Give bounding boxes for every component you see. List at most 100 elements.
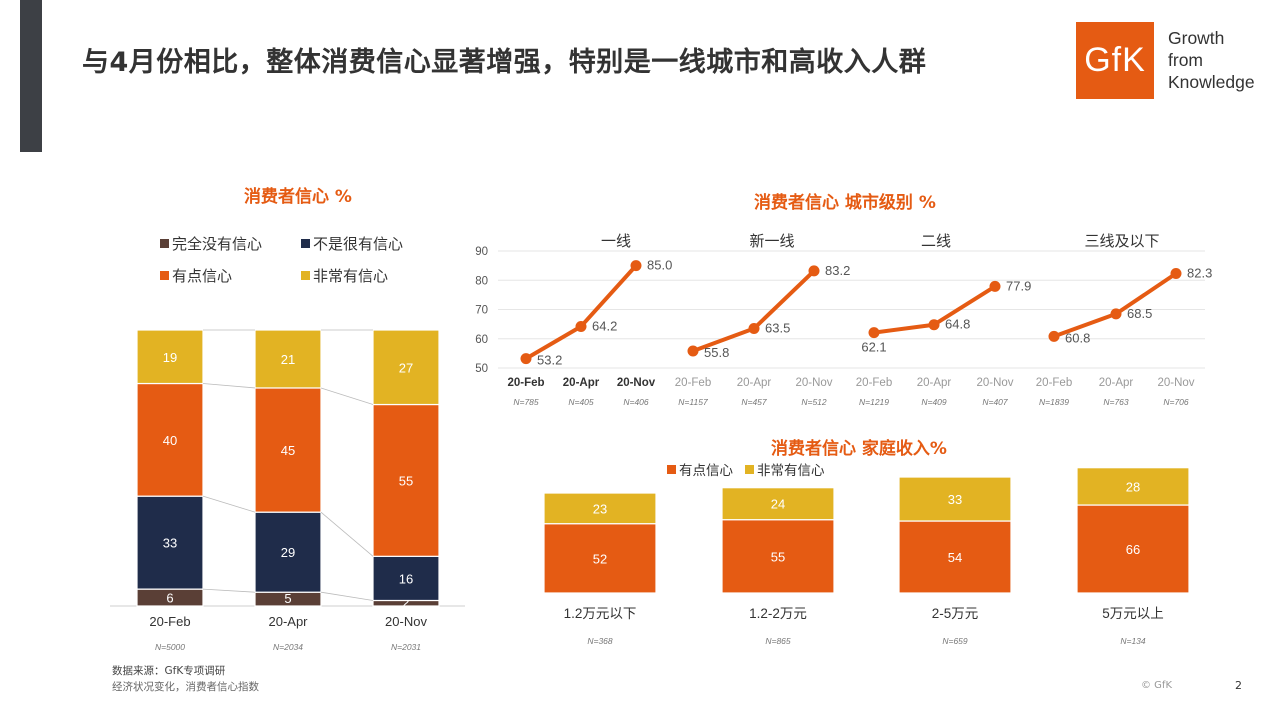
chart2-series-line — [1053, 271, 1178, 339]
chart2-data-point — [687, 345, 699, 357]
chart2-sample-size: N=457 — [741, 397, 767, 407]
chart1-bar-segment — [372, 329, 440, 406]
chart2-sample-size: N=1219 — [859, 397, 889, 407]
chart1-data-label: 45 — [281, 443, 295, 458]
legend-label: 非常有信心 — [757, 463, 825, 479]
chart2-y-tick-label: 70 — [475, 305, 488, 317]
chart1-connector-line — [320, 511, 374, 557]
chart3-sample-size: N=368 — [587, 636, 613, 646]
chart1-connector-line — [320, 591, 374, 601]
chart2-data-label: 62.1 — [861, 340, 886, 355]
gfk-logo-mark: GfK — [1084, 41, 1146, 79]
logo-tagline-line-2: from — [1168, 50, 1203, 70]
chart2-x-tick-label: 20-Nov — [617, 377, 656, 389]
chart2-sample-size: N=763 — [1103, 397, 1129, 407]
chart3-legend-item-1: 有点信心 — [667, 459, 733, 479]
chart1-data-label: 2 — [402, 595, 409, 610]
chart3-bar-segment — [1076, 467, 1190, 506]
gfk-logo: GfK — [1076, 22, 1154, 99]
chart1-bar-segment — [254, 387, 322, 513]
legend-label: 不是很有信心 — [313, 235, 404, 253]
chart1-bar-segment — [254, 511, 322, 593]
chart2-data-point — [989, 280, 1001, 292]
legend-swatch — [160, 271, 169, 280]
chart2-data-label: 85.0 — [647, 258, 672, 273]
chart1-connector-line — [202, 588, 256, 593]
chart2-sample-size: N=785 — [513, 397, 539, 407]
chart3-data-label: 24 — [771, 497, 785, 512]
chart2-x-tick-label: 20-Feb — [856, 377, 892, 389]
chart2-data-point — [520, 353, 532, 365]
chart3-bar-segment — [898, 520, 1012, 594]
chart3-title: 消费者信心 家庭收入% — [771, 439, 947, 459]
chart3-bar-segment — [721, 519, 835, 594]
legend-swatch — [160, 239, 169, 248]
chart1-legend-item-4: 非常有信心 — [301, 265, 388, 286]
chart1-sample-size: N=5000 — [155, 642, 185, 652]
chart2-x-tick-label: 20-Nov — [795, 377, 832, 389]
chart1-data-label: 6 — [166, 591, 173, 606]
chart2-x-tick-label: 20-Apr — [737, 377, 772, 389]
chart2-data-label: 64.2 — [592, 318, 617, 333]
chart3-sample-size: N=659 — [942, 636, 968, 646]
chart1-bar-segment — [372, 555, 440, 602]
chart2-data-label: 83.2 — [825, 263, 850, 278]
chart1-data-label: 55 — [399, 473, 413, 488]
chart2-data-point — [868, 327, 880, 339]
logo-tagline-line-1: Growth — [1168, 28, 1225, 48]
chart2-sample-size: N=512 — [801, 397, 827, 407]
chart2-sample-size: N=406 — [623, 397, 649, 407]
logo-tagline-line-3: Knowledge — [1168, 72, 1255, 92]
chart2-x-tick-label: 20-Feb — [1036, 377, 1072, 389]
chart2-x-tick-label: 20-Feb — [507, 377, 544, 389]
chart2-data-label: 60.8 — [1065, 330, 1090, 345]
chart3-data-label: 28 — [1126, 479, 1140, 494]
chart3-bar-segment — [898, 476, 1012, 522]
chart2-group-label: 一线 — [601, 233, 631, 250]
chart2-data-point — [1048, 330, 1060, 342]
chart2-data-label: 63.5 — [765, 321, 790, 336]
chart2-title: 消费者信心 城市级别 % — [754, 193, 936, 213]
chart2-y-tick-label: 90 — [475, 246, 488, 258]
chart1-category-label: 20-Apr — [268, 614, 308, 629]
chart1-sample-size: N=2031 — [391, 642, 421, 652]
chart2-x-tick-label: 20-Nov — [1157, 377, 1194, 389]
footnote: 经济状况变化，消费者信心指数 — [112, 681, 259, 693]
chart3-sample-size: N=134 — [1120, 636, 1146, 646]
chart2-x-tick-label: 20-Apr — [1099, 377, 1134, 389]
chart2-sample-size: N=1839 — [1039, 397, 1069, 407]
chart2-data-label: 82.3 — [1187, 266, 1212, 281]
chart2-data-label: 64.8 — [945, 317, 970, 332]
chart2-group-label: 新一线 — [749, 233, 794, 250]
legend-label: 有点信心 — [679, 463, 733, 479]
legend-label: 完全没有信心 — [172, 235, 263, 253]
chart3-bar-segment — [543, 492, 657, 525]
chart2-data-point — [808, 265, 820, 277]
chart2-data-label: 77.9 — [1006, 278, 1031, 293]
chart2-data-point — [1110, 308, 1122, 320]
chart1-data-label: 21 — [281, 352, 295, 367]
chart2-series-line — [524, 264, 638, 361]
chart1-connector-line — [320, 387, 374, 405]
chart3-data-label: 52 — [593, 551, 607, 566]
chart1-data-label: 33 — [163, 536, 177, 551]
chart1-data-label: 16 — [399, 571, 413, 586]
chart2-data-label: 55.8 — [704, 345, 729, 360]
legend-label: 非常有信心 — [313, 267, 389, 285]
page-number: 2 — [1235, 679, 1242, 692]
chart2-x-tick-label: 20-Apr — [563, 377, 600, 389]
chart3-category-label: 1.2-2万元 — [749, 606, 807, 621]
logo-tagline: Growth from Knowledge — [1168, 27, 1255, 93]
chart2-data-point — [1170, 268, 1182, 280]
page-title: 与4月份相比，整体消费信心显著增强，特别是一线城市和高收入人群 — [82, 47, 927, 78]
chart2-group-label: 三线及以下 — [1084, 233, 1159, 250]
chart3-legend-item-2: 非常有信心 — [745, 459, 825, 479]
legend-swatch — [667, 464, 676, 474]
chart2-sample-size: N=1157 — [678, 397, 708, 407]
chart1-data-label: 19 — [163, 350, 177, 365]
chart2-x-tick-label: 20-Nov — [976, 377, 1013, 389]
chart3-category-label: 5万元以上 — [1102, 606, 1164, 621]
chart1-category-label: 20-Feb — [149, 614, 190, 629]
chart1-legend-item-3: 有点信心 — [160, 265, 232, 286]
